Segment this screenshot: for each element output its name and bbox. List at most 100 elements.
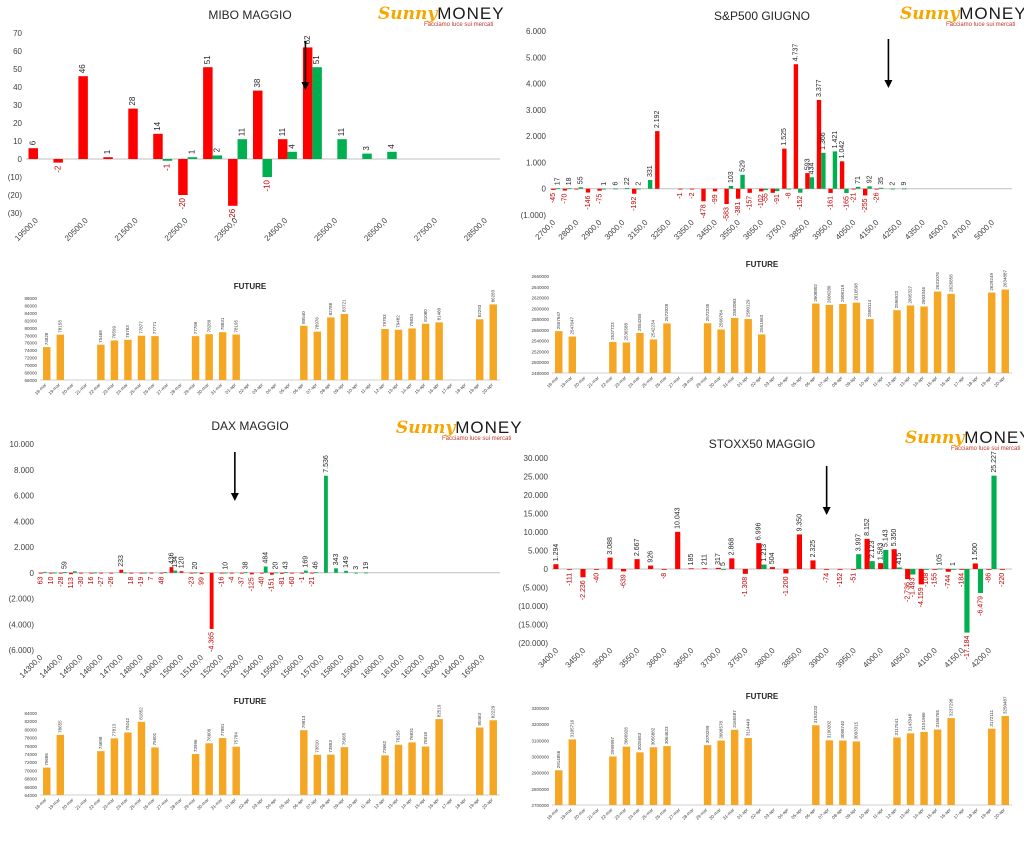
stoxx-bar — [932, 569, 938, 570]
bar-data-label: -2.736 — [905, 582, 912, 602]
x-tick-label: 10-apr — [346, 382, 359, 395]
y-tick-label: 2620000 — [531, 296, 549, 301]
stoxx-bar — [634, 559, 640, 569]
arrow-marker-head — [884, 80, 893, 88]
y-tick-label: 72000 — [24, 356, 37, 361]
bar-data-label: 2547647 — [569, 317, 574, 335]
bar-data-label: 3098740 — [840, 721, 845, 739]
x-tick-label: 26-mar — [654, 375, 668, 389]
mibo-bar — [312, 67, 322, 159]
y-tick-label: 66000 — [24, 378, 37, 383]
stoxx-bar — [553, 564, 559, 569]
bar-data-label: 331 — [647, 165, 654, 177]
bar-data-label: -51 — [850, 573, 857, 583]
bar-data-label: 2580114 — [867, 299, 872, 317]
sp-bar — [689, 188, 695, 190]
future-bar — [636, 752, 644, 805]
stoxx-bar — [891, 549, 897, 569]
y-tick-label: 76000 — [24, 744, 37, 749]
x-tick-label: 28-mar — [681, 375, 695, 389]
sp-bar — [786, 188, 791, 190]
bar-data-label: 6 — [612, 182, 619, 186]
x-tick-label: 07-apr — [305, 797, 318, 810]
sp-bar — [816, 99, 822, 189]
bar-data-label: 3166765 — [935, 710, 940, 728]
future-bar — [812, 303, 820, 373]
x-tick-label: 11-apr — [360, 797, 373, 810]
arrow-marker-head — [822, 507, 831, 515]
bar-data-label: 35 — [878, 177, 885, 185]
future-bar — [744, 737, 752, 805]
stoxx-bar — [761, 564, 767, 569]
bar-data-label: 436 — [168, 552, 175, 564]
x-tick-label: 18-apr — [454, 797, 467, 810]
x-tick-label: 29-mar — [183, 382, 197, 396]
x-tick-label: 22-mar — [600, 375, 614, 389]
x-tick-label: 09-apr — [332, 382, 345, 395]
x-tick-label: 17-apr — [441, 382, 454, 395]
y-tick-label: 40 — [13, 83, 22, 92]
future-bar — [744, 319, 752, 373]
future-bar — [717, 740, 725, 805]
stoxx-bar — [593, 569, 600, 570]
x-tick-label: 29-mar — [183, 797, 197, 811]
future-bar — [394, 744, 403, 795]
x-tick-label: 3150,0 — [626, 218, 650, 242]
sp-bar — [798, 188, 803, 193]
x-tick-label: 24-mar — [115, 797, 129, 811]
bar-data-label: 2536588 — [624, 322, 629, 340]
bar-data-label: 5 — [720, 562, 727, 566]
y-tick-label: 0 — [544, 565, 549, 574]
bar-data-label: 3056882 — [651, 727, 656, 745]
bar-data-label: 3250487 — [1002, 696, 1007, 714]
bar-data-label: 38 — [242, 561, 249, 569]
mibo-bar — [178, 159, 188, 195]
future-bar — [43, 347, 51, 380]
dax-bar — [313, 572, 318, 573]
future-bar — [825, 304, 834, 373]
x-tick-label: 18-apr — [966, 807, 979, 820]
future-bar — [340, 313, 349, 380]
y-tick-label: 74000 — [24, 348, 37, 353]
bar-data-label: 3105716 — [569, 719, 574, 737]
y-tick-label: 0 — [542, 185, 547, 194]
stoxx-bar — [918, 569, 924, 585]
bar-data-label: 2605327 — [908, 285, 913, 303]
bar-data-label: 3165587 — [732, 710, 737, 728]
y-tick-label: 0 — [18, 155, 23, 164]
bar-data-label: 51 — [203, 55, 212, 64]
bar-data-label: 2537723 — [610, 322, 615, 340]
bar-data-label: 82293 — [477, 304, 482, 317]
sp-chart-title: S&P500 GIUGNO — [714, 9, 810, 23]
x-tick-label: 08-apr — [831, 375, 844, 388]
bar-data-label: -744 — [945, 575, 952, 589]
y-tick-label: 2.000 — [14, 543, 35, 552]
sp-bar — [874, 188, 879, 190]
future-bar — [906, 733, 915, 805]
future-bar — [394, 329, 403, 380]
bar-data-label: 3117541 — [894, 718, 899, 736]
x-tick-label: 3650,0 — [741, 218, 765, 242]
dax-bar — [249, 572, 254, 575]
future-bar — [663, 323, 671, 373]
f-sp-chart-svg: FUTURE 2480000 2500000 2520000 2540000 256000… — [531, 260, 1012, 389]
x-tick-label: 02-apr — [750, 375, 763, 388]
bar-data-label: 77877 — [139, 321, 144, 334]
bar-data-label: -27 — [98, 576, 105, 586]
future-bar — [933, 291, 942, 373]
bar-data-label: 75601 — [152, 732, 157, 745]
dax-bar — [229, 572, 234, 574]
y-tick-label: 78000 — [24, 736, 37, 741]
x-tick-label: 04-apr — [265, 382, 278, 395]
x-tick-label: 4200,0 — [969, 646, 993, 670]
x-tick-label: 20500,0 — [63, 216, 90, 243]
x-tick-label: 01-apr — [736, 375, 749, 388]
future-bar — [137, 335, 146, 380]
sp500-future-panel: FUTURE 2480000 2500000 2520000 2540000 256000… — [512, 258, 1024, 408]
x-tick-label: 22-mar — [88, 382, 102, 396]
x-tick-label: 21-mar — [586, 375, 600, 389]
bar-data-label: 7.536 — [323, 455, 330, 473]
sp-bar — [647, 180, 653, 189]
y-tick-label: 2700000 — [531, 803, 549, 808]
bar-data-label: 8.152 — [864, 518, 871, 536]
